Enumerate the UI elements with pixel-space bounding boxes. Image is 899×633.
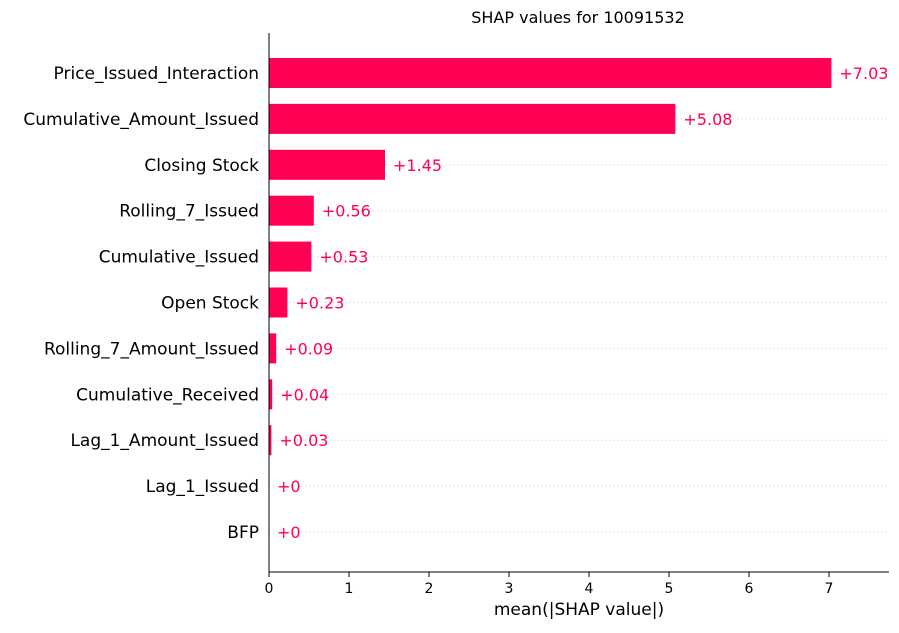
value-label: +0.09: [284, 339, 333, 358]
value-label: +0.04: [280, 385, 329, 404]
grid-lines: [269, 72, 889, 533]
category-label: Lag_1_Amount_Issued: [70, 431, 259, 451]
value-label: +0.53: [319, 248, 368, 267]
bar-lag-1-amount-issued: [269, 425, 272, 456]
bar-cumulative-issued: [269, 241, 312, 272]
bar-open-stock: [269, 287, 288, 318]
bars: [269, 58, 832, 456]
category-label: Open Stock: [161, 294, 259, 314]
category-labels: Price_Issued_Interaction Cumulative_Amoun…: [23, 64, 259, 543]
bar-closing-stock: [269, 149, 385, 180]
x-axis-label: mean(|SHAP value|): [494, 600, 664, 620]
value-label: +5.08: [683, 110, 732, 129]
bar-price-issued-interaction: [269, 58, 832, 88]
value-label: +0.03: [279, 431, 328, 450]
value-label: +0: [277, 523, 301, 542]
category-label: Cumulative_Amount_Issued: [23, 110, 259, 130]
category-label: Lag_1_Issued: [146, 477, 259, 497]
bar-cumulative-received: [269, 379, 273, 410]
bar-rolling-7-amount-issued: [269, 333, 277, 364]
x-tick-label: 6: [745, 581, 754, 597]
x-tick-label: 4: [585, 581, 594, 597]
category-label: Rolling_7_Issued: [119, 202, 259, 222]
category-label: Rolling_7_Amount_Issued: [44, 339, 259, 359]
value-label: +7.03: [839, 64, 888, 83]
x-tick-label: 0: [265, 581, 274, 597]
bar-rolling-7-issued: [269, 195, 314, 226]
category-label: Cumulative_Received: [76, 385, 259, 405]
category-label: Price_Issued_Interaction: [54, 64, 259, 84]
value-label: +0.23: [295, 294, 344, 313]
bar-cumulative-amount-issued: [269, 103, 676, 134]
value-label: +0.56: [322, 202, 371, 221]
x-tick-label: 7: [825, 581, 834, 597]
x-tick-label: 2: [425, 581, 434, 597]
x-tick-label: 3: [505, 581, 514, 597]
category-label: BFP: [227, 523, 259, 543]
value-labels: +7.03 +5.08 +1.45 +0.56 +0.53 +0.23 +0.09 +0.04…: [277, 64, 888, 542]
axes: [268, 33, 889, 573]
x-tick-label: 1: [345, 581, 354, 597]
value-label: +0: [277, 477, 301, 496]
category-label: Closing Stock: [144, 156, 259, 176]
x-ticks: 0 1 2 3 4 5 6 7: [265, 572, 834, 597]
chart-title: SHAP values for 10091532: [471, 8, 685, 27]
x-tick-label: 5: [665, 581, 674, 597]
value-label: +1.45: [393, 156, 442, 175]
category-label: Cumulative_Issued: [99, 248, 259, 268]
